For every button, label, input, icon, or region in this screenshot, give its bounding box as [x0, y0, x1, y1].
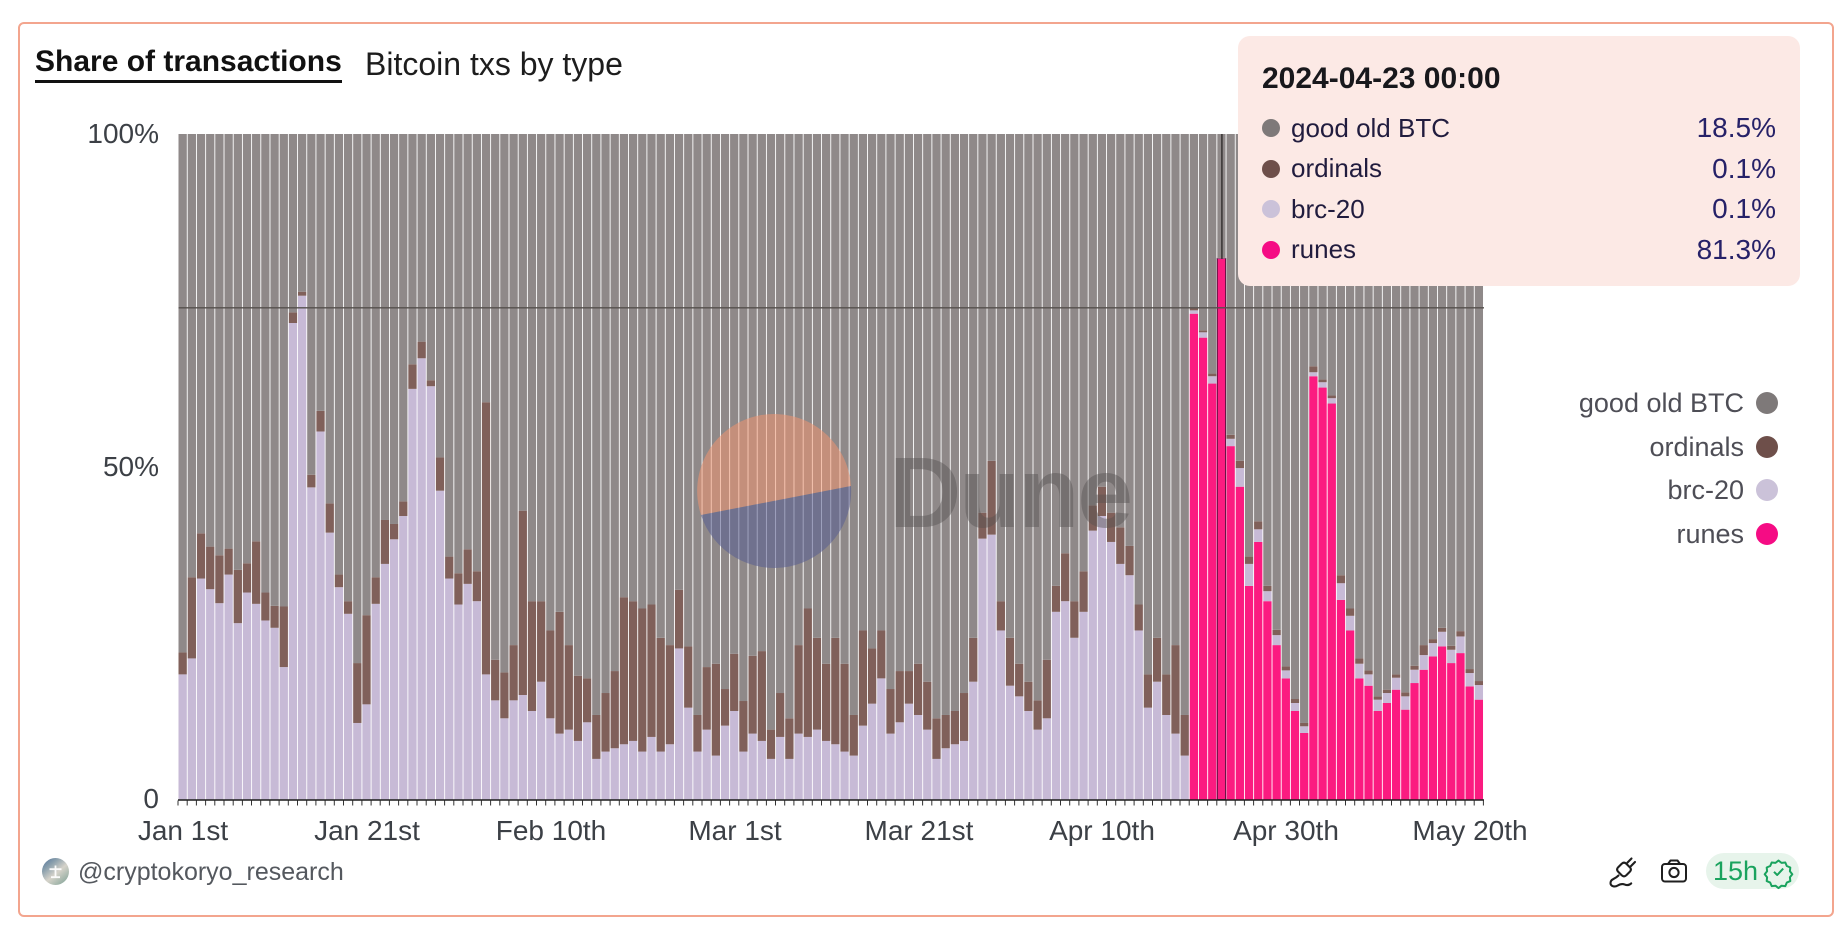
svg-text:Dune: Dune: [889, 437, 1131, 549]
